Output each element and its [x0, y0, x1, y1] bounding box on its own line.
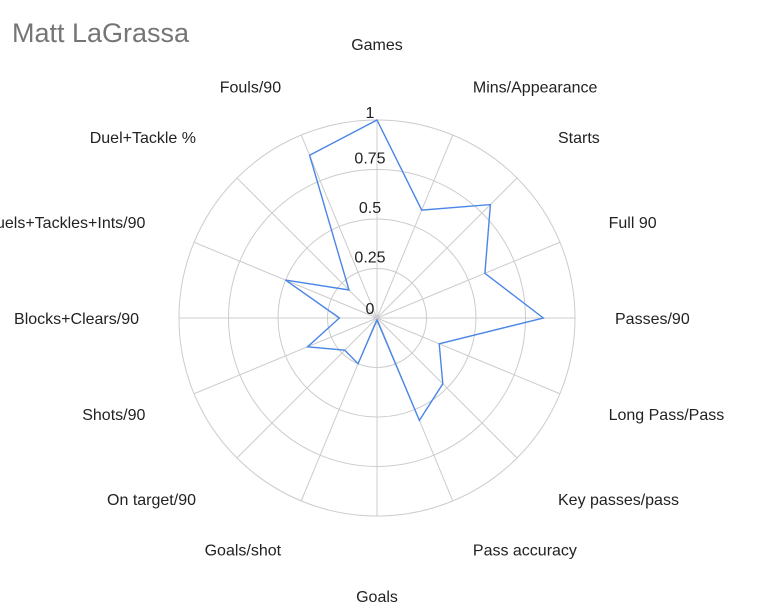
category-label-7: Pass accuracy: [473, 543, 577, 560]
category-label-0: Games: [351, 37, 403, 54]
category-label-12: Blocks+Clears/90: [14, 311, 139, 328]
spoke-15: [300, 134, 378, 319]
spoke-2: [376, 177, 518, 319]
series-layer: [285, 119, 545, 422]
category-label-8: Goals: [356, 589, 398, 606]
category-label-15: Fouls/90: [220, 79, 281, 96]
axis-labels: Games Mins/Appearance Starts Full 90 Passes/…: [0, 37, 724, 606]
category-label-1: Mins/Appearance: [473, 79, 598, 96]
category-label-2: Starts: [558, 130, 600, 147]
spoke-5: [376, 317, 561, 395]
tick-labels: 0 0.25 0.5 0.75 1: [354, 105, 385, 318]
spoke-1: [376, 134, 454, 319]
category-label-6: Key passes/pass: [558, 492, 679, 509]
chart-title: Matt LaGrassa: [12, 18, 190, 48]
spoke-10: [236, 317, 378, 459]
tick-label-0: 0: [366, 301, 375, 318]
category-label-9: Goals/shot: [205, 543, 282, 560]
category-label-10: On target/90: [107, 492, 196, 509]
grid-layer: [178, 119, 576, 517]
spoke-3: [376, 241, 561, 319]
category-label-11: Shots/90: [82, 407, 145, 424]
tick-label-4: 1: [366, 105, 375, 122]
spoke-6: [376, 317, 518, 459]
spoke-11: [193, 317, 378, 395]
tick-label-3: 0.75: [354, 151, 385, 168]
category-label-4: Passes/90: [615, 311, 690, 328]
category-label-5: Long Pass/Pass: [609, 407, 725, 424]
category-label-13: Duels+Tackles+Ints/90: [0, 215, 145, 232]
tick-label-2: 0.5: [359, 200, 381, 217]
series-line-0: [285, 119, 545, 422]
category-label-3: Full 90: [609, 215, 657, 232]
tick-label-1: 0.25: [354, 250, 385, 267]
spoke-14: [236, 177, 378, 319]
category-label-14: Duel+Tackle %: [90, 130, 196, 147]
